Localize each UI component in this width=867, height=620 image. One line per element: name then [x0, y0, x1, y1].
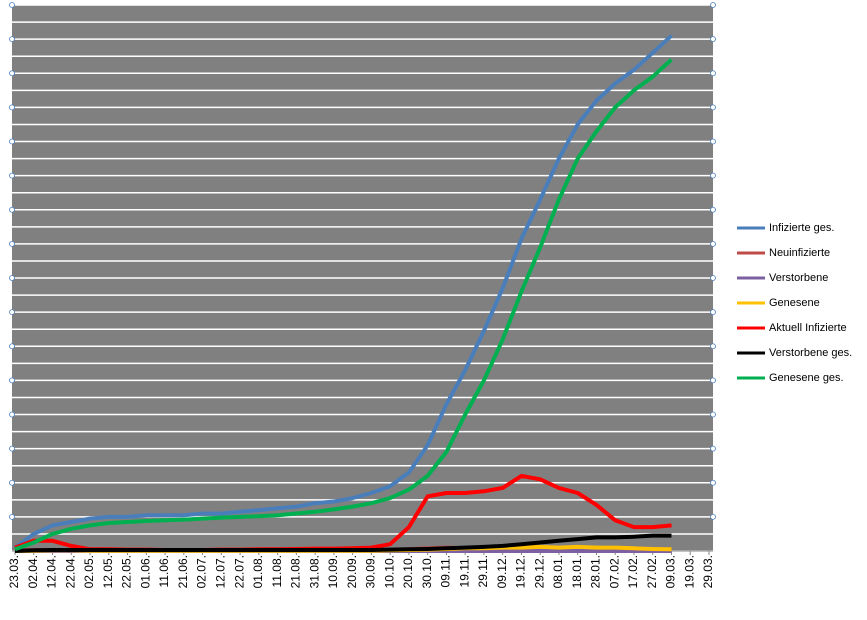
legend-label: Infizierte ges. — [769, 222, 834, 234]
x-tick-label: 09.11. — [439, 555, 453, 587]
legend-label: Neuinfizierte — [769, 247, 830, 259]
x-tick-label: 12.07. — [213, 555, 227, 588]
x-tick-label: 22.05. — [120, 555, 134, 588]
grid-marker — [9, 343, 15, 350]
grid-marker — [9, 138, 15, 145]
x-tick-label: 27.02. — [645, 555, 659, 588]
grid-marker — [710, 36, 716, 43]
grid-marker — [9, 2, 15, 8]
grid-marker — [710, 343, 716, 350]
x-tick-label: 10.10. — [382, 555, 396, 588]
x-tick-label: 02.04. — [26, 555, 40, 588]
legend-label: Genesene — [769, 297, 820, 309]
x-tick-label: 12.05. — [101, 555, 115, 588]
legend-label: Aktuell Infizierte — [769, 322, 847, 334]
x-tick-label: 30.10. — [420, 555, 434, 588]
grid-marker — [710, 206, 716, 213]
x-tick-label: 08.01. — [551, 555, 565, 588]
grid-marker — [710, 445, 716, 452]
x-tick-label: 09.12. — [495, 555, 509, 588]
x-tick-label: 02.05. — [82, 555, 96, 588]
x-tick-label: 12.04. — [45, 555, 59, 588]
x-tick-label: 19.11. — [457, 555, 471, 587]
grid-marker — [9, 377, 15, 384]
grid-marker — [710, 240, 716, 247]
grid-marker — [710, 479, 716, 486]
grid-marker — [9, 36, 15, 43]
x-tick-label: 01.08. — [251, 555, 265, 588]
x-tick-label: 19.12. — [514, 555, 528, 588]
grid-marker — [9, 445, 15, 452]
x-tick-label: 29.03. — [701, 555, 715, 588]
grid-marker — [710, 411, 716, 418]
x-tick-label: 17.02. — [626, 555, 640, 588]
grid-marker — [710, 172, 716, 179]
x-tick-label: 09.03. — [664, 555, 678, 588]
series-line — [13, 34, 673, 550]
x-tick-label: 18.01. — [570, 555, 584, 588]
grid-marker — [9, 70, 15, 77]
grid-marker — [9, 240, 15, 247]
grid-marker — [9, 309, 15, 316]
x-tick-label: 10.09. — [326, 555, 340, 588]
legend-label: Verstorbene — [769, 272, 828, 284]
x-tick-label: 23.03. — [7, 555, 21, 588]
x-tick-label: 01.06. — [138, 555, 152, 588]
x-tick-label: 29.11. — [476, 555, 490, 587]
x-tick-label: 28.01. — [589, 555, 603, 588]
grid-marker — [9, 104, 15, 111]
grid-marker — [9, 206, 15, 213]
grid-marker — [710, 70, 716, 77]
grid-marker — [710, 138, 716, 145]
x-tick-label: 19.03. — [682, 555, 696, 588]
grid-marker — [9, 411, 15, 418]
grid-marker — [710, 377, 716, 384]
legend-label: Genesene ges. — [769, 372, 844, 384]
x-tick-label: 29.12. — [532, 555, 546, 588]
x-tick-label: 07.02. — [607, 555, 621, 588]
grid-marker — [710, 309, 716, 316]
x-tick-label: 20.09. — [345, 555, 359, 588]
x-tick-label: 22.04. — [63, 555, 77, 588]
grid-marker — [710, 513, 716, 520]
grid-marker — [9, 513, 15, 520]
x-tick-label: 30.09. — [364, 555, 378, 588]
grid-marker — [9, 275, 15, 281]
x-tick-label: 21.08. — [289, 555, 303, 588]
legend-label: Verstorbene ges. — [769, 347, 852, 359]
x-tick-label: 21.06. — [176, 555, 190, 588]
x-tick-label: 11.08. — [270, 555, 284, 587]
grid-marker — [9, 479, 15, 486]
x-tick-label: 22.07. — [232, 555, 246, 588]
grid-marker — [9, 172, 15, 179]
x-tick-label: 02.07. — [195, 555, 209, 588]
series-line — [14, 533, 672, 553]
grid-marker — [710, 104, 716, 111]
x-tick-label: 20.10. — [401, 555, 415, 588]
series-line — [14, 58, 673, 552]
x-tick-label: 31.08. — [307, 555, 321, 588]
grid-marker — [710, 275, 716, 281]
grid-marker — [710, 2, 716, 8]
x-tick-label: 11.06. — [157, 555, 171, 587]
